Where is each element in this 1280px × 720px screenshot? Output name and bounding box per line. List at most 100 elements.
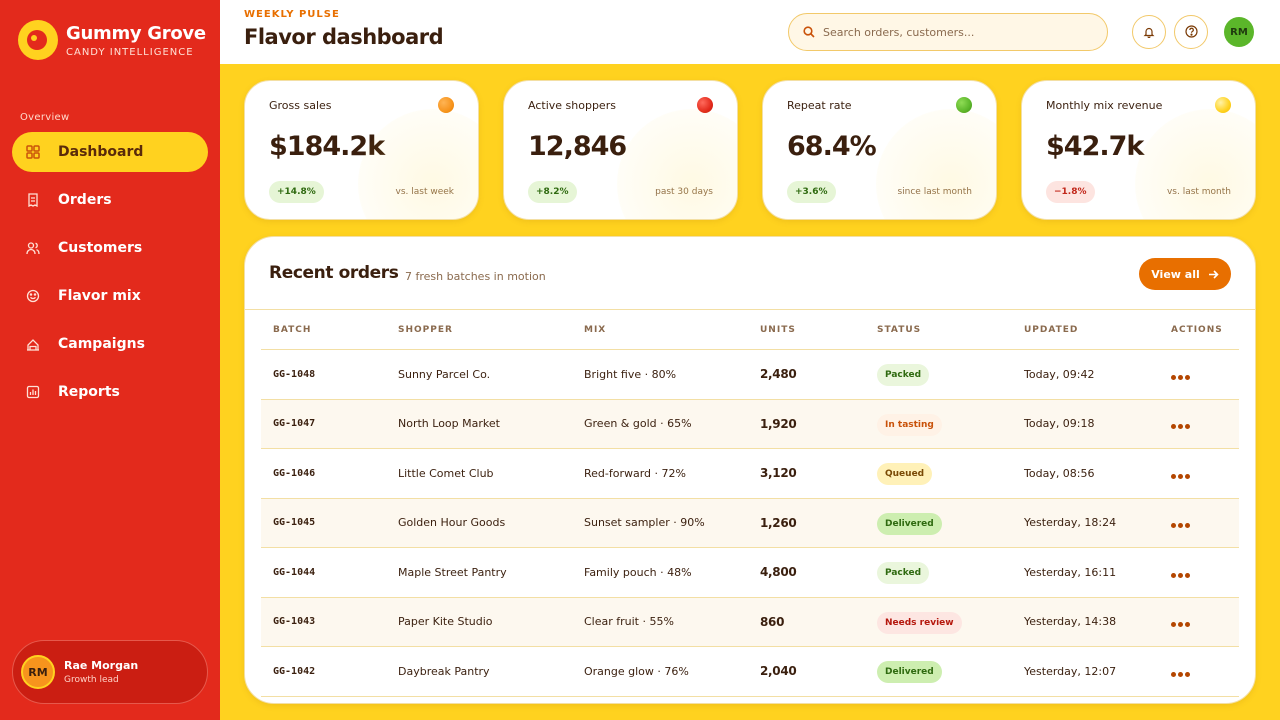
more-actions-icon[interactable]	[1171, 622, 1192, 628]
panel-subtitle: 7 fresh batches in motion	[405, 270, 546, 283]
view-all-button[interactable]: View all	[1139, 258, 1231, 290]
batch-id: GG-1047	[273, 418, 316, 430]
mix-name: Family pouch · 48%	[584, 565, 692, 579]
stat-value: 12,846	[528, 131, 627, 162]
mix-name: Green & gold · 65%	[584, 417, 692, 431]
mix-name: Orange glow · 76%	[584, 664, 689, 678]
brand-name: Gummy Grove	[66, 22, 206, 44]
mix-name: Bright five · 80%	[584, 367, 677, 381]
table-row[interactable]: GG-1046 Little Comet Club Red-forward · …	[261, 449, 1239, 499]
stat-note: past 30 days	[655, 187, 713, 197]
table-row[interactable]: GG-1043 Paper Kite Studio Clear fruit · …	[261, 597, 1239, 647]
column-header-units[interactable]: UNITS	[760, 324, 796, 335]
mix-name: Red-forward · 72%	[584, 466, 686, 480]
batch-id: GG-1048	[273, 368, 316, 380]
units-value: 1,260	[760, 515, 797, 530]
status-badge: Delivered	[877, 661, 942, 684]
panel-title: Recent orders	[269, 263, 399, 283]
more-actions-icon[interactable]	[1171, 523, 1192, 529]
status-badge: Queued	[877, 463, 933, 486]
column-header-mix[interactable]: MIX	[584, 324, 607, 335]
avatar[interactable]: RM	[1224, 17, 1254, 47]
column-header-status[interactable]: STATUS	[877, 324, 922, 335]
batch-id: GG-1042	[273, 665, 316, 677]
sidebar-item-label: Dashboard	[58, 144, 144, 160]
status-badge: Packed	[877, 364, 930, 387]
sidebar-item-dashboard[interactable]: Dashboard	[12, 132, 208, 172]
nav-section-label: Overview	[20, 112, 70, 123]
avatar: RM	[21, 655, 55, 689]
column-header-shopper[interactable]: SHOPPER	[398, 324, 453, 335]
help-button[interactable]	[1174, 15, 1208, 49]
grid-icon	[26, 145, 40, 159]
sidebar-item-flavor-mix[interactable]: Flavor mix	[12, 276, 208, 316]
sidebar: Gummy Grove CANDY INTELLIGENCE Overview …	[0, 0, 220, 720]
shopper-name: Daybreak Pantry	[398, 664, 490, 678]
search-bar[interactable]	[788, 13, 1108, 51]
users-icon	[26, 241, 40, 255]
stat-card-gross-sales: Gross sales $184.2k +14.8% vs. last week	[244, 80, 479, 220]
more-actions-icon[interactable]	[1171, 473, 1192, 479]
brand[interactable]: Gummy Grove CANDY INTELLIGENCE	[18, 20, 206, 60]
help-icon	[1184, 23, 1198, 42]
sidebar-nav: Dashboard Orders Customers Flavor mix Ca…	[12, 132, 208, 420]
table-row[interactable]: GG-1044 Maple Street Pantry Family pouch…	[261, 548, 1239, 598]
shopper-name: Maple Street Pantry	[398, 565, 507, 579]
batch-id: GG-1044	[273, 566, 316, 578]
receipt-icon	[26, 193, 40, 207]
table-row[interactable]: GG-1042 Daybreak Pantry Orange glow · 76…	[261, 647, 1239, 697]
view-all-label: View all	[1151, 267, 1200, 281]
updated-time: Today, 08:56	[1024, 466, 1095, 480]
sidebar-item-campaigns[interactable]: Campaigns	[12, 324, 208, 364]
shopper-name: Sunny Parcel Co.	[398, 367, 491, 381]
column-header-updated[interactable]: UPDATED	[1024, 324, 1079, 335]
gummy-logo-icon	[18, 20, 58, 60]
units-value: 1,920	[760, 416, 797, 431]
stat-delta-badge: −1.8%	[1046, 181, 1095, 203]
status-badge: Packed	[877, 562, 930, 585]
stat-value: 68.4%	[787, 131, 877, 162]
updated-time: Yesterday, 12:07	[1024, 664, 1117, 678]
status-badge: Needs review	[877, 611, 962, 634]
sidebar-item-reports[interactable]: Reports	[12, 372, 208, 412]
megaphone-icon	[26, 337, 40, 351]
more-actions-icon[interactable]	[1171, 374, 1192, 380]
sidebar-item-customers[interactable]: Customers	[12, 228, 208, 268]
batch-id: GG-1045	[273, 517, 316, 529]
user-role: Growth lead	[64, 675, 119, 685]
stat-note: since last month	[897, 187, 972, 197]
table-header: BATCH SHOPPER MIX UNITS STATUS UPDATED A…	[261, 310, 1239, 350]
user-profile-card[interactable]: RM Rae Morgan Growth lead	[12, 640, 208, 704]
table-row[interactable]: GG-1045 Golden Hour Goods Sunset sampler…	[261, 498, 1239, 548]
smile-icon	[26, 289, 40, 303]
stat-card-active-shoppers: Active shoppers 12,846 +8.2% past 30 day…	[503, 80, 738, 220]
orders-table: BATCH SHOPPER MIX UNITS STATUS UPDATED A…	[261, 310, 1239, 697]
more-actions-icon[interactable]	[1171, 572, 1192, 578]
more-actions-icon[interactable]	[1171, 424, 1192, 430]
search-icon	[803, 23, 815, 42]
sidebar-item-label: Customers	[58, 240, 143, 256]
units-value: 2,040	[760, 664, 797, 679]
notifications-button[interactable]	[1132, 15, 1166, 49]
table-row[interactable]: GG-1047 North Loop Market Green & gold ·…	[261, 399, 1239, 449]
updated-time: Yesterday, 14:38	[1024, 615, 1117, 629]
page-title: Flavor dashboard	[244, 25, 444, 49]
batch-id: GG-1046	[273, 467, 316, 479]
shopper-name: Paper Kite Studio	[398, 615, 493, 629]
sidebar-item-label: Orders	[58, 192, 112, 208]
more-actions-icon[interactable]	[1171, 671, 1192, 677]
column-header-actions: ACTIONS	[1171, 324, 1223, 335]
status-badge: Delivered	[877, 512, 942, 535]
brand-subtitle: CANDY INTELLIGENCE	[66, 46, 194, 58]
units-value: 3,120	[760, 466, 797, 481]
column-header-batch[interactable]: BATCH	[273, 324, 312, 335]
stat-label: Active shoppers	[528, 99, 616, 112]
yellow-gummy-icon	[1215, 97, 1231, 113]
units-value: 860	[760, 614, 785, 629]
sidebar-item-orders[interactable]: Orders	[12, 180, 208, 220]
stat-value: $42.7k	[1046, 131, 1144, 162]
status-badge: In tasting	[877, 413, 942, 436]
search-input[interactable]	[823, 25, 1083, 39]
table-row[interactable]: GG-1048 Sunny Parcel Co. Bright five · 8…	[261, 350, 1239, 400]
units-value: 4,800	[760, 565, 797, 580]
